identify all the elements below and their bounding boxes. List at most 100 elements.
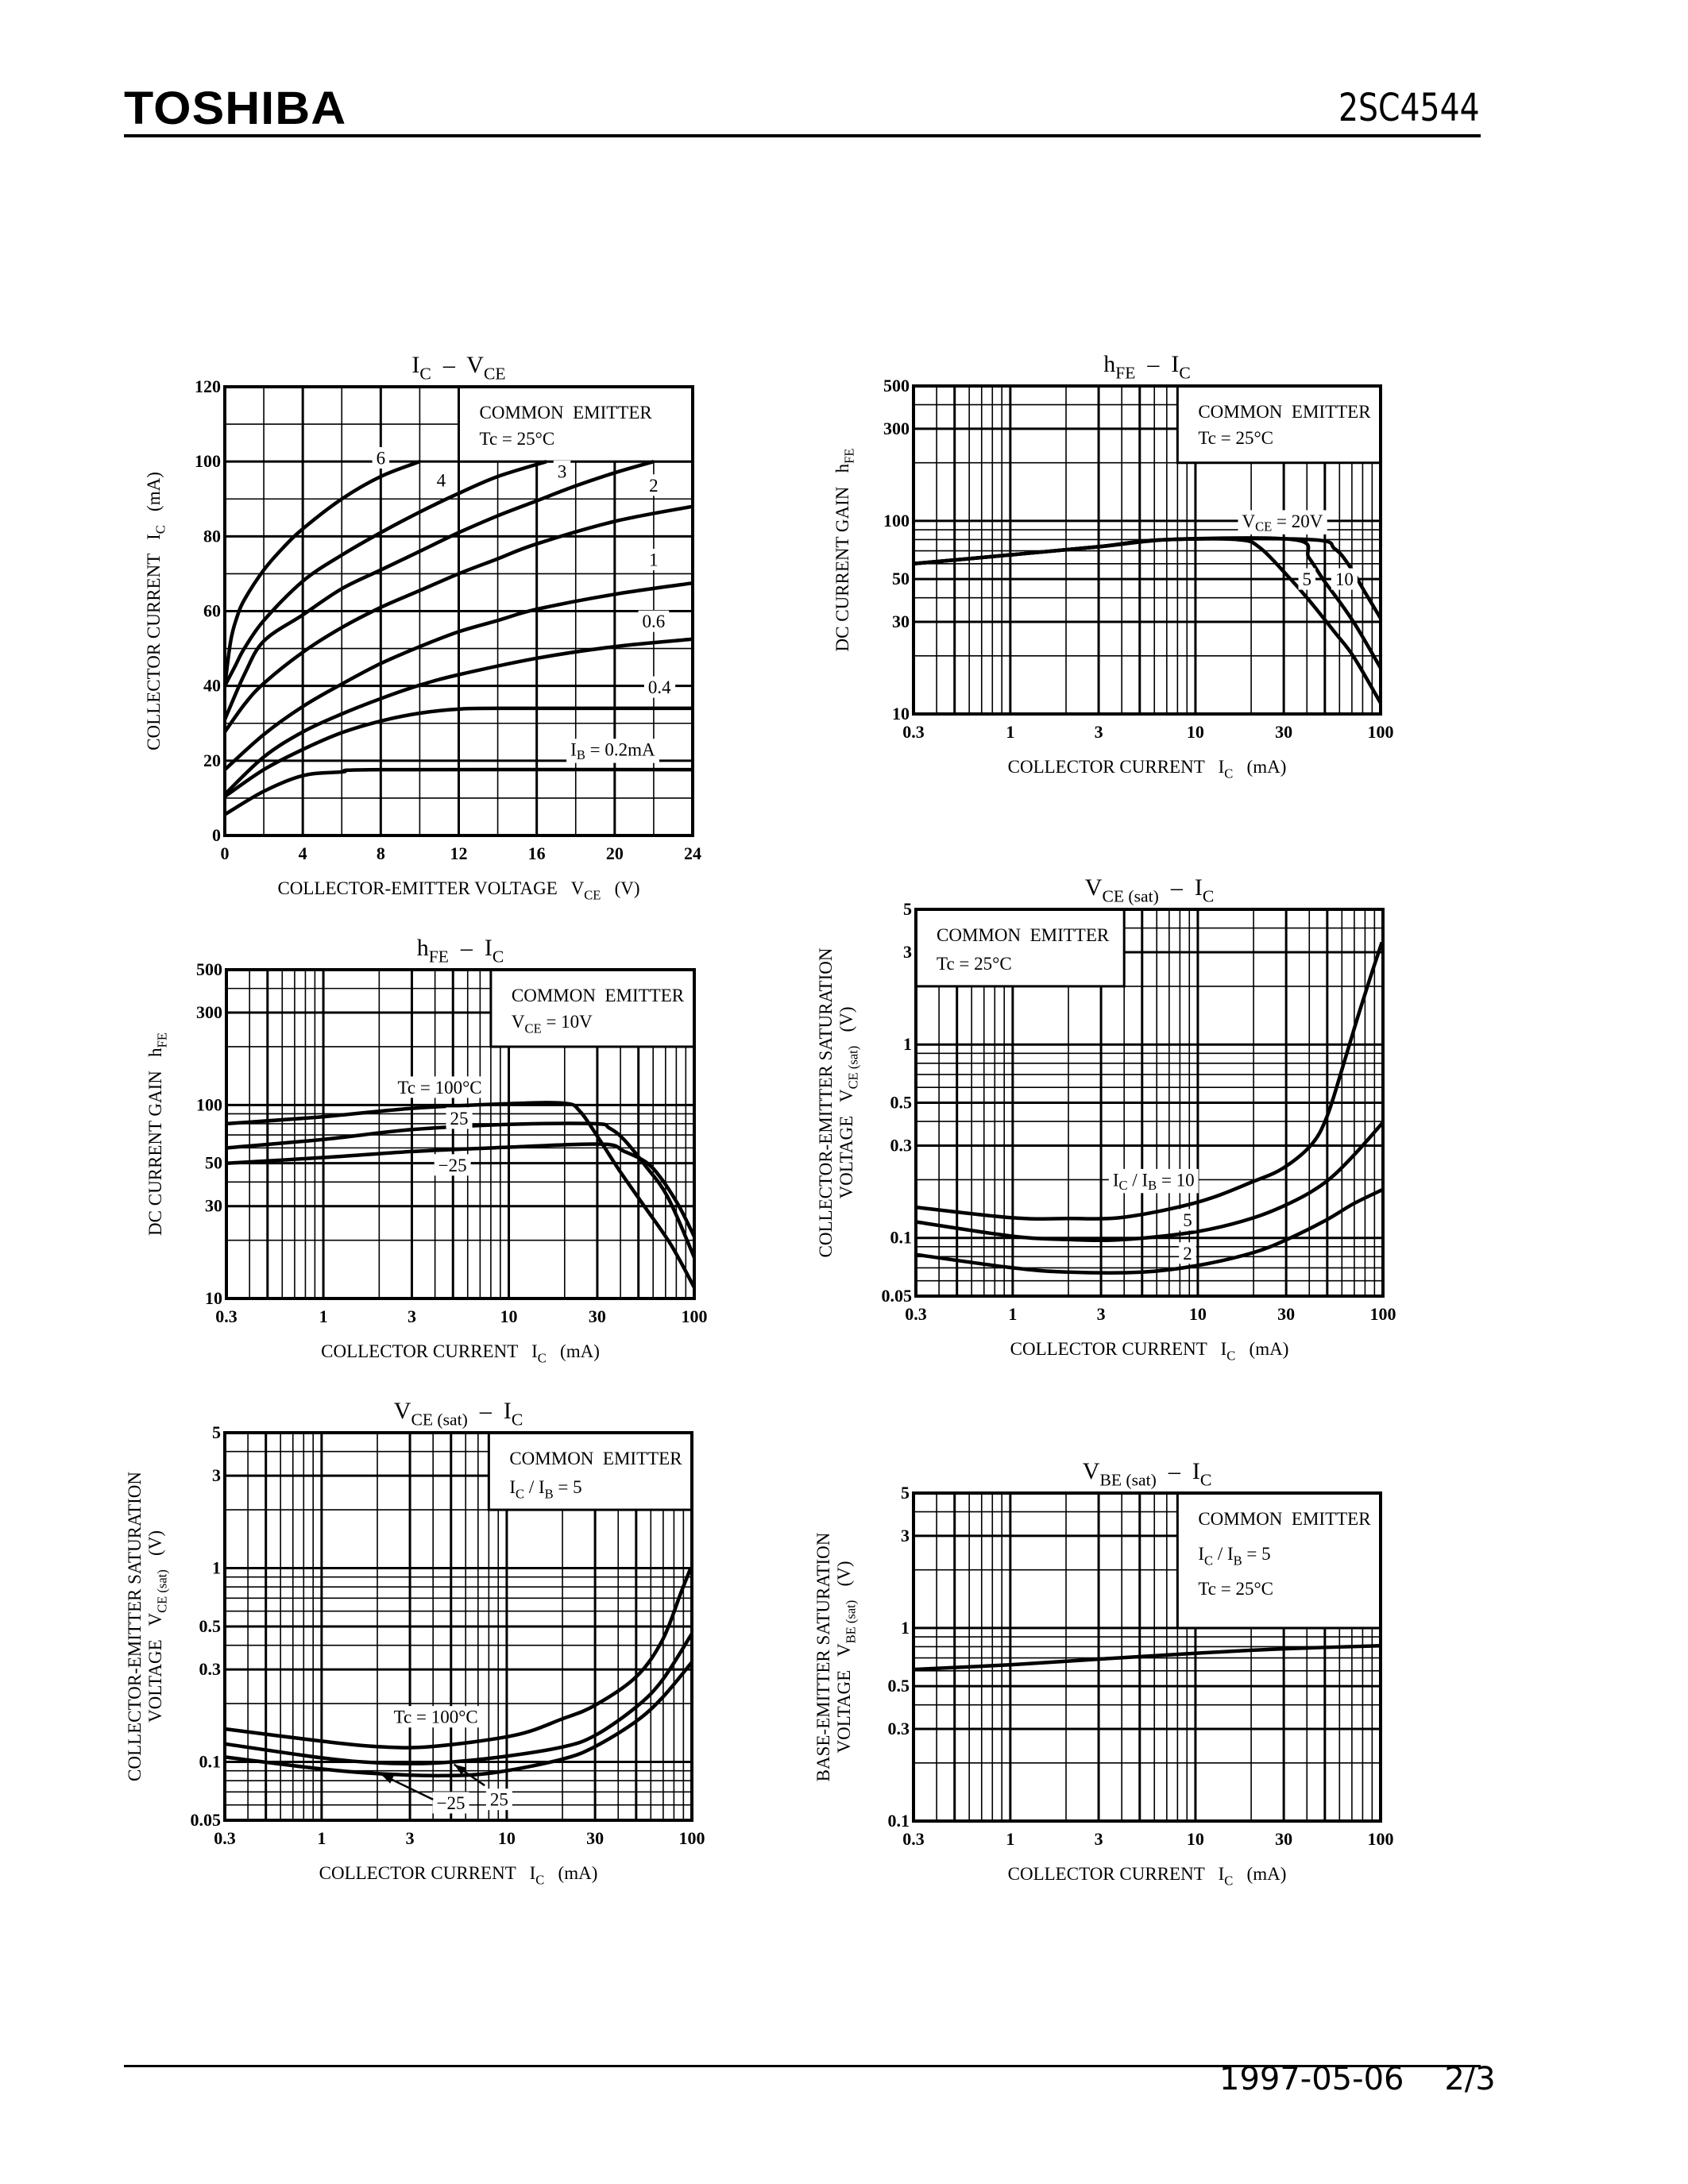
series-curve-5 — [223, 581, 693, 771]
subscript: CE (sat) — [154, 1569, 169, 1613]
text-segment: h — [1103, 351, 1115, 377]
text-segment: (mA) — [544, 1863, 597, 1883]
x-tick-label: 30 — [589, 1306, 606, 1326]
subscript: FE — [1115, 363, 1135, 382]
subscript: C — [492, 947, 504, 966]
text-segment: I — [485, 935, 492, 961]
text-segment: (V) — [836, 1007, 856, 1046]
legend-text: Tc = 25°C — [937, 954, 1012, 974]
x-tick-label: 16 — [528, 843, 546, 863]
chart-title: IC – VCE — [411, 352, 505, 383]
text-segment: – — [431, 352, 466, 378]
x-tick-label: 30 — [1275, 722, 1292, 742]
y-tick-label: 20 — [203, 751, 221, 770]
series-curve-3 — [226, 1142, 697, 1238]
text-segment: BASE-EMITTER SATURATION — [813, 1532, 833, 1781]
series-label: IC / IB = 10 — [1113, 1170, 1195, 1192]
header-divider — [124, 134, 1481, 137]
series-label: 4 — [437, 470, 446, 490]
y-tick-label: 3 — [212, 1465, 221, 1485]
legend-text: COMMON EMITTER — [512, 986, 685, 1005]
plot-frame — [225, 968, 696, 1300]
series-label: 25 — [490, 1789, 508, 1809]
x-tick-label: 1 — [317, 1828, 326, 1848]
y-tick-label: 100 — [195, 451, 221, 471]
y-tick-label: 80 — [203, 526, 221, 546]
x-tick-label: 10 — [500, 1306, 518, 1326]
text-segment: COLLECTOR CURRENT I — [1008, 757, 1225, 777]
text-segment: COLLECTOR CURRENT I — [1010, 1339, 1227, 1359]
x-axis-label: COLLECTOR CURRENT IC (mA) — [1010, 1339, 1289, 1363]
y-tick-label: 5 — [901, 1483, 910, 1503]
subscript: B — [1148, 1177, 1157, 1192]
subscript: B — [577, 747, 585, 762]
text-segment: −25 — [437, 1792, 465, 1812]
x-tick-label: 3 — [1095, 1829, 1103, 1849]
y-tick-label: 0.05 — [191, 1810, 222, 1830]
x-tick-label: 30 — [586, 1828, 604, 1848]
x-tick-label: 100 — [1368, 722, 1394, 742]
legend-text: Tc = 25°C — [480, 429, 555, 449]
subscript: C — [516, 1486, 524, 1501]
y-tick-label: 50 — [205, 1153, 222, 1173]
text-segment: Tc = 25°C — [1198, 1579, 1273, 1599]
text-segment: V — [1085, 874, 1103, 901]
text-segment: DC CURRENT GAIN h — [145, 1048, 165, 1236]
text-segment: Tc = 100°C — [397, 1077, 481, 1097]
x-tick-label: 1 — [1008, 1304, 1017, 1324]
text-segment: V — [466, 352, 484, 378]
text-segment: COMMON EMITTER — [1198, 1509, 1371, 1529]
series-label: 10 — [1335, 569, 1354, 589]
series-curve-3 — [222, 460, 655, 720]
text-segment: I — [570, 739, 577, 759]
x-tick-label: 4 — [299, 843, 307, 863]
subscript: C — [538, 1350, 547, 1365]
y-tick-label: 1 — [901, 1618, 910, 1638]
x-tick-label: 0.3 — [905, 1304, 927, 1324]
x-tick-label: 30 — [1277, 1304, 1295, 1324]
series-label: −25 — [437, 1792, 465, 1812]
label-background — [434, 1154, 471, 1176]
y-tick-label: 100 — [196, 1094, 222, 1114]
legend-text: Tc = 25°C — [1198, 1579, 1273, 1599]
series-label: 3 — [558, 461, 567, 481]
y-tick-label: 30 — [892, 612, 910, 631]
plot-frame — [912, 384, 1382, 716]
legend-text: Tc = 25°C — [1198, 428, 1273, 448]
arrow-head-icon — [380, 1774, 394, 1784]
text-segment: 10 — [1335, 569, 1354, 589]
text-segment: I — [504, 1398, 512, 1424]
legend-box — [458, 385, 694, 463]
text-segment: 5 — [1303, 569, 1312, 589]
subscript: BE (sat) — [843, 1600, 858, 1644]
plot-frame — [912, 1491, 1382, 1823]
text-segment: I — [1113, 1170, 1119, 1190]
label-background — [645, 474, 662, 496]
text-segment: – — [1157, 1458, 1192, 1484]
plot-frame — [914, 908, 1385, 1298]
x-tick-label: 100 — [1370, 1304, 1396, 1324]
x-tick-label: 10 — [498, 1828, 516, 1848]
y-axis-label: COLLECTOR CURRENT IC (mA) — [144, 472, 168, 751]
text-segment: (mA) — [1233, 1864, 1286, 1884]
series-label: 5 — [1303, 569, 1312, 589]
legend-text: COMMON EMITTER — [937, 925, 1110, 945]
y-tick-label: 5 — [903, 899, 912, 919]
y-tick-label: 0.3 — [888, 1719, 910, 1738]
label-background — [432, 469, 450, 492]
y-tick-label: 0.1 — [890, 1228, 913, 1248]
y-tick-label: 40 — [203, 676, 221, 696]
series-label: 1 — [649, 550, 659, 569]
text-segment: COLLECTOR-EMITTER SATURATION — [816, 947, 836, 1257]
subscript: FE — [429, 947, 449, 966]
text-segment: 4 — [437, 470, 446, 490]
subscript: B — [545, 1486, 554, 1501]
subscript: B — [1234, 1553, 1242, 1568]
y-tick-label: 120 — [195, 376, 221, 396]
text-segment: 6 — [377, 448, 386, 468]
text-segment: COLLECTOR-EMITTER SATURATION — [125, 1472, 145, 1781]
text-segment: – — [1135, 351, 1171, 377]
text-segment: 0.4 — [648, 677, 671, 697]
